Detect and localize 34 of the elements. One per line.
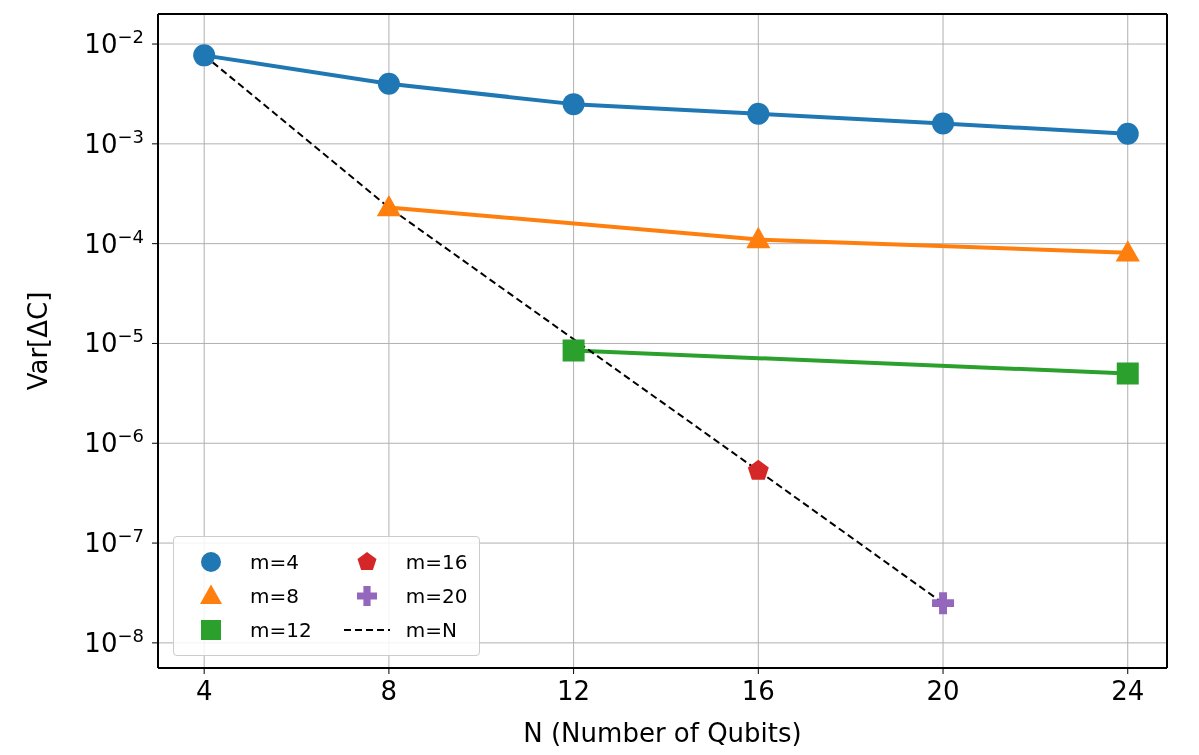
point bbox=[1116, 122, 1139, 145]
point bbox=[1116, 362, 1139, 385]
x-tick-label: 8 bbox=[380, 676, 398, 706]
x-tick-label: 24 bbox=[1111, 676, 1145, 706]
legend-label: m=12 bbox=[250, 618, 312, 642]
point bbox=[746, 226, 771, 249]
point bbox=[377, 72, 400, 95]
y-tick-label: 10$^{−4}$ bbox=[84, 225, 144, 259]
x-axis-title: N (Number of Qubits) bbox=[523, 718, 802, 748]
point bbox=[193, 44, 216, 67]
y-axis-title: Var[ΔC] bbox=[23, 291, 54, 391]
x-tick-label: 16 bbox=[741, 676, 775, 706]
legend-label: m=16 bbox=[405, 550, 468, 574]
legend-label: m=N bbox=[405, 618, 457, 642]
x-tick-label: 12 bbox=[557, 676, 591, 706]
y-tick-label: 10$^{−5}$ bbox=[84, 324, 144, 359]
y-tick-label: 10$^{−7}$ bbox=[84, 524, 144, 559]
legend-label: m=4 bbox=[250, 550, 299, 574]
x-tick-label: 4 bbox=[195, 676, 213, 706]
point bbox=[747, 459, 769, 480]
point bbox=[747, 102, 770, 125]
point bbox=[1115, 240, 1140, 262]
y-tick-label: 10$^{−2}$ bbox=[84, 25, 144, 60]
legend-label: m=8 bbox=[250, 584, 299, 608]
point bbox=[562, 93, 585, 116]
y-tick-label: 10$^{−3}$ bbox=[84, 125, 144, 159]
legend-label: m=20 bbox=[405, 584, 468, 608]
point bbox=[562, 339, 585, 362]
point bbox=[932, 112, 955, 135]
y-tick-label: 10$^{−8}$ bbox=[84, 624, 144, 658]
point bbox=[376, 194, 401, 217]
y-tick-label: 10$^{−6}$ bbox=[84, 424, 144, 459]
point bbox=[932, 592, 955, 615]
x-tick-label: 20 bbox=[926, 676, 960, 706]
